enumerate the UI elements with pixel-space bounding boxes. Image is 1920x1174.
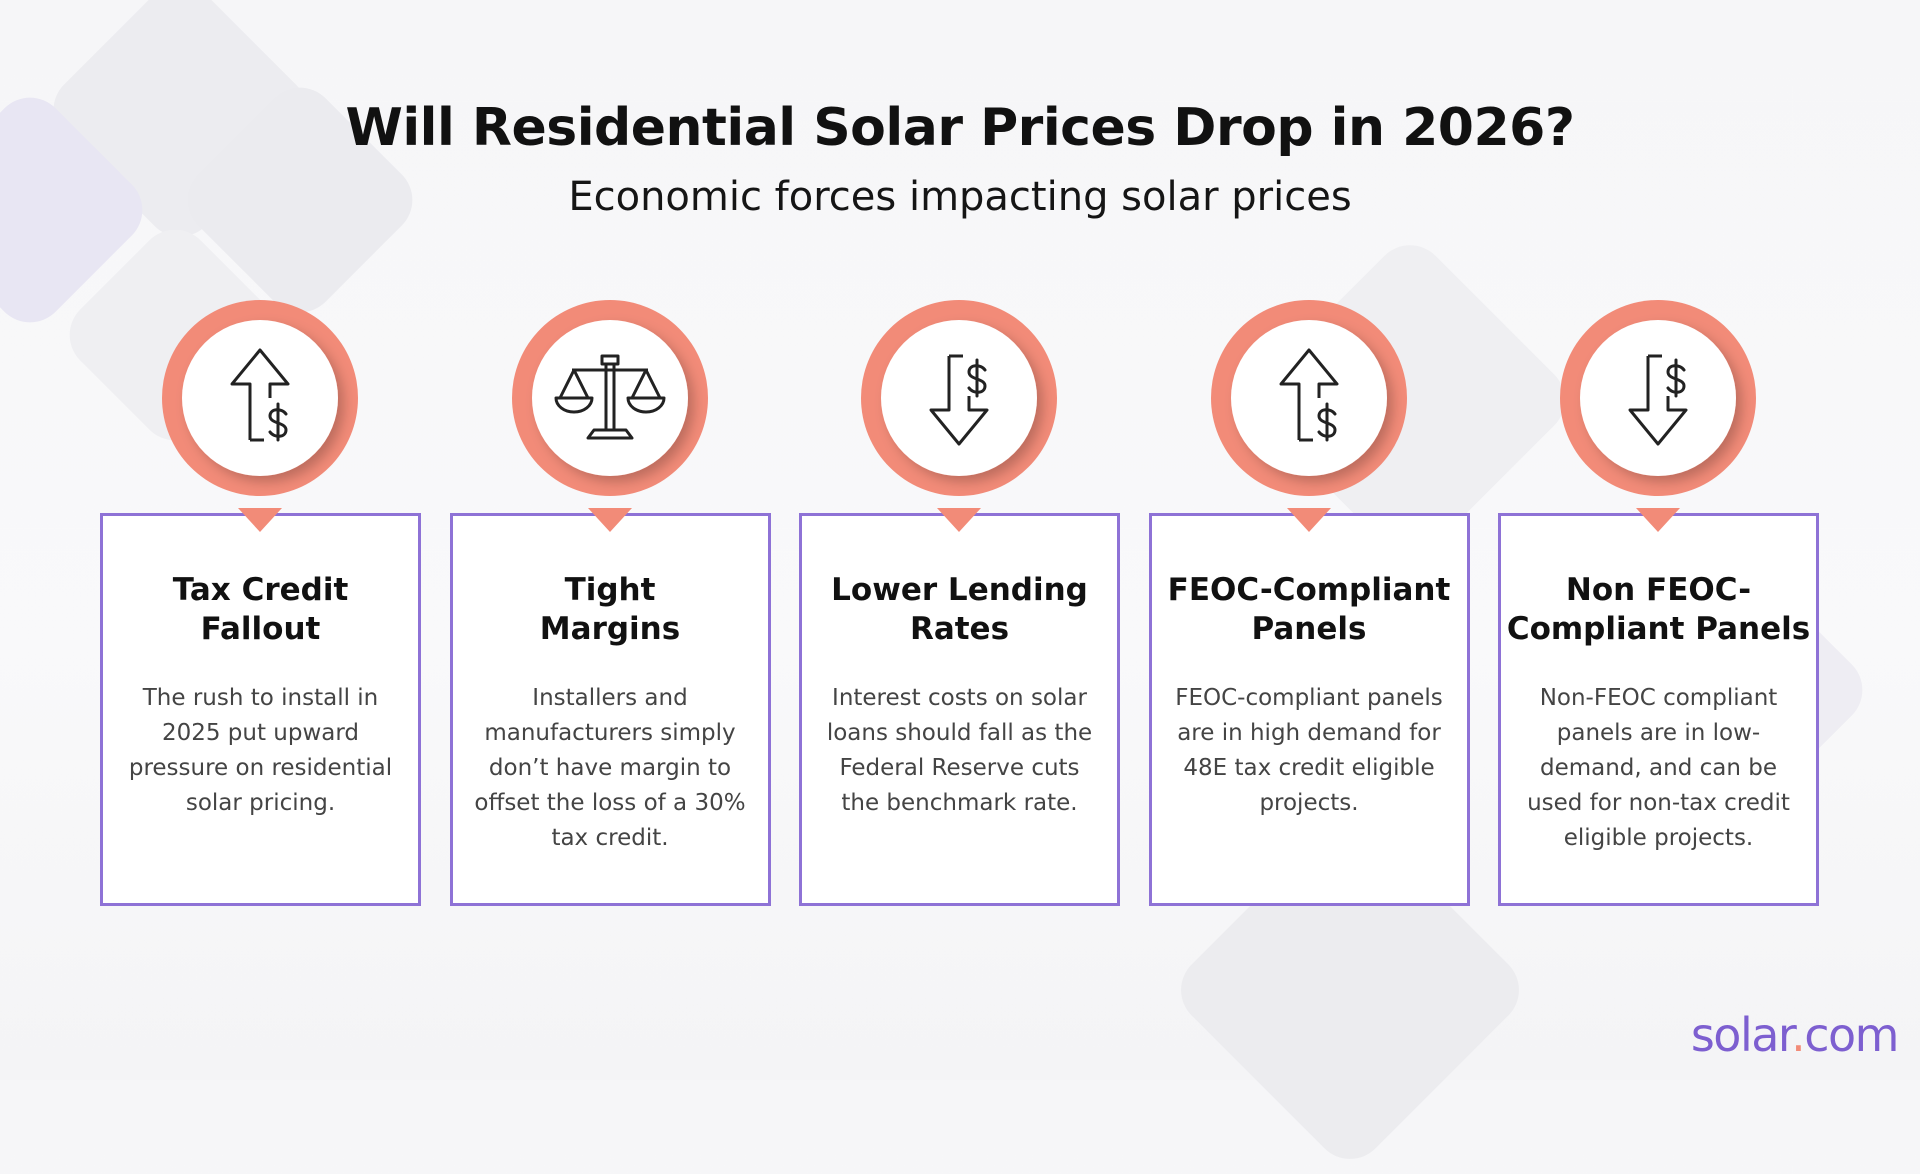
badge [859, 298, 1059, 538]
title: Will Residential Solar Prices Drop in 20… [345, 98, 1576, 158]
card-title-line: Tight [564, 572, 656, 608]
card-body: FEOC-compliant panels are in high demand… [1175, 685, 1443, 816]
badge [510, 298, 710, 538]
badge [160, 298, 360, 538]
card: Non FEOC- Compliant Panels Non-FEOC compli… [1498, 513, 1819, 906]
card-title: Lower Lending Rates [802, 571, 1117, 649]
card-title-line: Fallout [200, 611, 321, 647]
card-title-line: FEOC-Compliant [1167, 572, 1451, 608]
badge [1209, 298, 1409, 538]
card-title-line: Non FEOC- [1565, 572, 1752, 608]
card-body: Non-FEOC compliant panels are in low-dem… [1527, 685, 1790, 851]
icon [859, 298, 1059, 538]
card-title-line: Rates [909, 611, 1010, 647]
card: FEOC-Compliant Panels FEOC-compliant panel… [1148, 513, 1470, 906]
logo-part: com [1804, 1008, 1899, 1062]
card: Lower Lending Rates Interest costs on sola… [799, 513, 1120, 906]
card-title-line: Lower Lending [831, 572, 1088, 608]
card-title-line: Margins [539, 611, 681, 647]
card-title-line: Compliant Panels [1506, 611, 1811, 647]
card-title-line: Tax Credit [172, 572, 349, 608]
logo-dot: . [1791, 1008, 1806, 1062]
card-title: Non FEOC- Compliant Panels [1501, 571, 1816, 649]
card: Tight Margins Installers and manufacturers… [449, 513, 771, 906]
badge [1558, 298, 1758, 538]
card-body: Installers and manufacturers simply don’… [474, 685, 746, 851]
card-title-line: Panels [1251, 611, 1367, 647]
icon [160, 298, 360, 538]
card-title: FEOC-Compliant Panels [1152, 571, 1467, 649]
card: Tax Credit Fallout The rush to install in … [100, 513, 421, 906]
card-body: The rush to install in 2025 put upward p… [128, 685, 393, 816]
logo-part: solar [1690, 1008, 1793, 1062]
card-body: Interest costs on solar loans should fal… [826, 685, 1093, 816]
logo: solar.com [1690, 1008, 1900, 1062]
icon [1209, 298, 1409, 538]
card-title: Tax Credit Fallout [103, 571, 418, 649]
icon [1558, 298, 1758, 538]
subtitle: Economic forces impacting solar prices [568, 174, 1352, 220]
card-title: Tight Margins [453, 571, 768, 649]
icon [510, 298, 710, 538]
